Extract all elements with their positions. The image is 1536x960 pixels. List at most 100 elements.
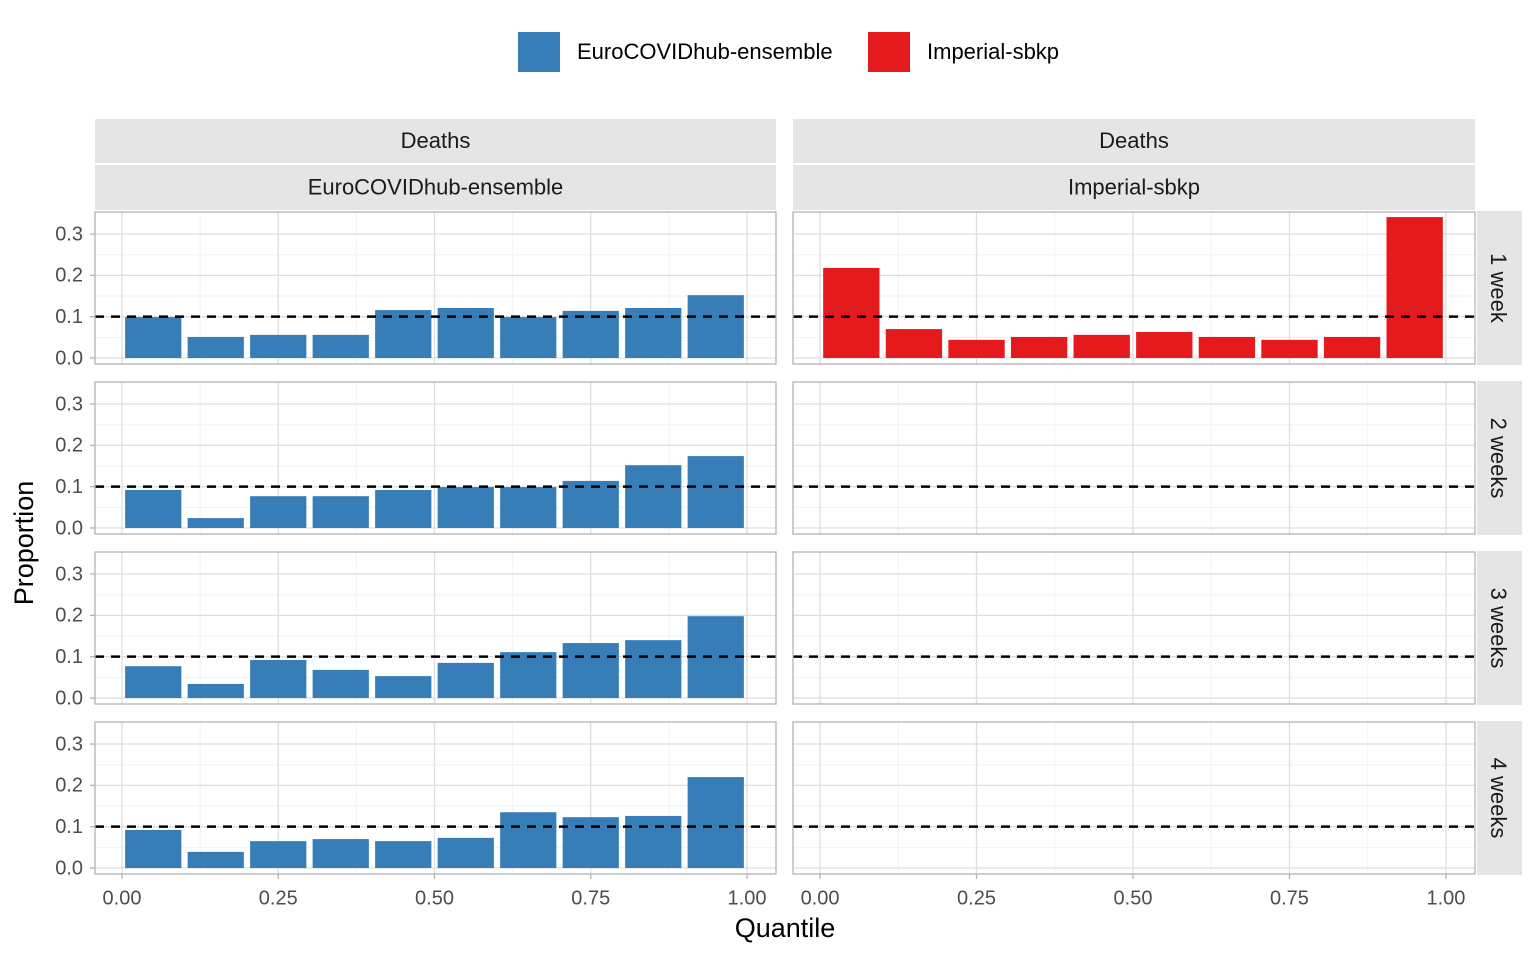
bar	[375, 310, 432, 359]
bar	[625, 815, 682, 869]
y-tick-label: 0.2	[55, 775, 83, 797]
panel-border	[792, 721, 1476, 875]
panel-border	[792, 381, 1476, 535]
strip-label: 3 weeks	[1486, 588, 1511, 669]
y-tick-label: 0.2	[55, 265, 83, 287]
x-tick-label: 0.50	[1114, 887, 1153, 909]
y-axis-title: Proportion	[9, 481, 39, 606]
bar	[500, 317, 557, 359]
bar	[687, 777, 744, 869]
legend-label: Imperial-sbkp	[927, 39, 1059, 64]
bar	[250, 334, 307, 359]
legend-key	[868, 32, 910, 72]
panel-border	[94, 211, 777, 365]
strip-label: Imperial-sbkp	[1068, 174, 1200, 199]
legend-label: EuroCOVIDhub-ensemble	[577, 39, 833, 64]
bar	[500, 812, 557, 869]
bar	[312, 334, 369, 359]
y-tick-label: 0.0	[55, 347, 83, 369]
bar	[250, 659, 307, 699]
bar	[1198, 336, 1256, 359]
strip	[1477, 721, 1522, 875]
strip	[793, 165, 1475, 210]
x-tick-label: 0.00	[801, 887, 840, 909]
bar	[885, 329, 943, 359]
bar	[250, 496, 307, 529]
y-tick-label: 0.1	[55, 646, 83, 668]
y-tick-label: 0.3	[55, 733, 83, 755]
strip-label: 4 weeks	[1486, 758, 1511, 839]
bar	[687, 456, 744, 529]
bar	[823, 267, 880, 359]
bar	[562, 480, 619, 529]
y-tick-label: 0.2	[55, 605, 83, 627]
panel-border	[792, 211, 1476, 365]
bar	[500, 652, 557, 699]
bar	[562, 817, 619, 869]
bar	[125, 666, 182, 699]
y-tick-label: 0.1	[55, 476, 83, 498]
bar	[625, 465, 682, 529]
y-tick-label: 0.2	[55, 435, 83, 457]
panel-border	[792, 551, 1476, 705]
strip	[1477, 551, 1522, 705]
bar	[625, 640, 682, 699]
bar	[948, 339, 1005, 359]
x-tick-label: 0.75	[1270, 887, 1309, 909]
strip	[1477, 211, 1522, 365]
bar	[1261, 339, 1318, 359]
strip	[1477, 381, 1522, 535]
strip-label: EuroCOVIDhub-ensemble	[308, 174, 564, 199]
x-tick-label: 0.50	[415, 887, 454, 909]
bar	[1010, 336, 1068, 359]
y-tick-label: 0.0	[55, 857, 83, 879]
x-axis-title: Quantile	[735, 913, 836, 943]
bar	[125, 829, 182, 869]
strip	[793, 119, 1475, 163]
bar	[375, 841, 432, 869]
y-tick-label: 0.1	[55, 816, 83, 838]
strip	[95, 165, 776, 210]
bar	[187, 518, 244, 529]
panel-border	[94, 551, 777, 705]
bar	[687, 616, 744, 699]
x-tick-label: 1.00	[728, 887, 767, 909]
bar	[437, 487, 494, 529]
bar	[687, 295, 744, 359]
bar	[312, 496, 369, 529]
bar	[312, 669, 369, 699]
strip-label: 2 weeks	[1486, 418, 1511, 499]
panel-border	[94, 381, 777, 535]
x-tick-label: 0.75	[571, 887, 610, 909]
bar	[125, 489, 182, 529]
strip-label: 1 week	[1486, 253, 1511, 324]
x-tick-label: 0.25	[957, 887, 996, 909]
bar	[250, 841, 307, 869]
bar	[125, 317, 182, 359]
y-tick-label: 0.0	[55, 687, 83, 709]
x-tick-label: 1.00	[1426, 887, 1465, 909]
strip	[95, 119, 776, 163]
bar	[187, 336, 244, 359]
bar	[375, 676, 432, 699]
strip-label: Deaths	[401, 128, 471, 153]
bar	[500, 487, 557, 529]
x-tick-label: 0.00	[103, 887, 142, 909]
y-tick-label: 0.3	[55, 223, 83, 245]
bar	[1136, 331, 1193, 359]
bar	[437, 662, 494, 699]
y-tick-label: 0.1	[55, 306, 83, 328]
x-tick-label: 0.25	[259, 887, 298, 909]
y-tick-label: 0.3	[55, 393, 83, 415]
strip-label: Deaths	[1099, 128, 1169, 153]
bar	[375, 489, 432, 529]
bar	[437, 837, 494, 869]
panel-border	[94, 721, 777, 875]
bar	[562, 643, 619, 699]
bar	[312, 839, 369, 869]
bar	[1073, 334, 1130, 359]
bar	[187, 851, 244, 869]
legend-key	[518, 32, 560, 72]
y-tick-label: 0.0	[55, 517, 83, 539]
